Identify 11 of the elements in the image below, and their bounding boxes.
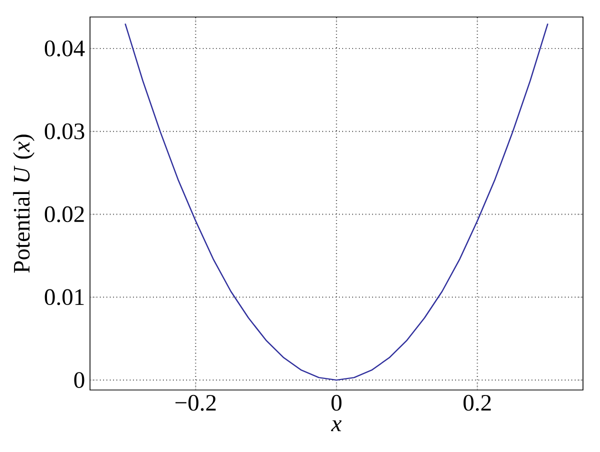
y-tick-label: 0.03 <box>44 123 84 140</box>
x-tick-label: −0.2 <box>175 394 216 411</box>
y-tick-label: 0.02 <box>44 206 84 222</box>
x-tick-label: 0.2 <box>464 394 491 411</box>
y-tick-label: 0.01 <box>44 289 84 306</box>
y-axis-title: Potential U (x) <box>13 134 34 273</box>
x-axis-title: x <box>330 420 342 432</box>
y-tick-label: 0.04 <box>44 40 85 56</box>
x-tick-label: 0 <box>332 394 342 411</box>
y-tick-label: 0 <box>74 372 84 388</box>
line-series <box>124 23 548 381</box>
